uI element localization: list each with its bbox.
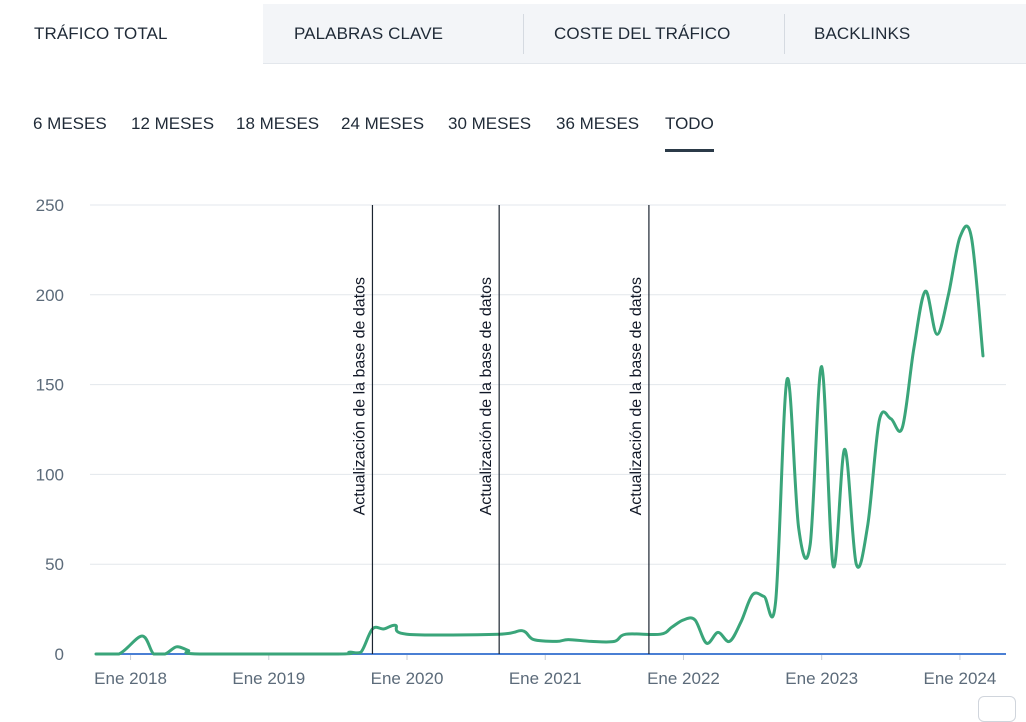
period-todo[interactable]: TODO <box>665 112 714 152</box>
x-tick-label: Ene 2018 <box>94 669 167 688</box>
database-update-label: Actualización de la base de datos <box>628 277 645 515</box>
x-tick-label: Ene 2020 <box>371 669 444 688</box>
tab-label: BACKLINKS <box>814 24 911 43</box>
period-18-meses[interactable]: 18 MESES <box>236 114 320 133</box>
tab-coste-del-trafico[interactable]: COSTE DEL TRÁFICO <box>524 4 784 63</box>
tab-label: PALABRAS CLAVE <box>294 24 444 43</box>
x-tick-label: Ene 2019 <box>232 669 305 688</box>
x-tick-label: Ene 2024 <box>924 669 997 688</box>
x-tick-label: Ene 2023 <box>785 669 858 688</box>
tab-trafico-total[interactable]: TRÁFICO TOTAL <box>4 4 263 64</box>
tab-divider <box>784 14 785 54</box>
tab-bar: TRÁFICO TOTAL PALABRAS CLAVE COSTE DEL T… <box>4 4 1026 64</box>
tab-palabras-clave[interactable]: PALABRAS CLAVE <box>263 4 523 63</box>
period-6-meses[interactable]: 6 MESES <box>33 114 107 133</box>
tab-label: COSTE DEL TRÁFICO <box>554 24 731 43</box>
period-12-meses[interactable]: 12 MESES <box>131 114 215 133</box>
y-tick-label: 250 <box>36 196 64 215</box>
tab-divider <box>523 14 524 54</box>
y-tick-label: 150 <box>36 376 64 395</box>
tab-backlinks[interactable]: BACKLINKS <box>785 4 1026 63</box>
y-tick-label: 0 <box>55 645 64 664</box>
x-tick-label: Ene 2021 <box>509 669 582 688</box>
y-tick-label: 50 <box>45 555 64 574</box>
y-tick-label: 200 <box>36 286 64 305</box>
resize-handle[interactable] <box>978 696 1016 722</box>
period-36-meses[interactable]: 36 MESES <box>556 114 640 133</box>
period-30-meses[interactable]: 30 MESES <box>448 114 532 133</box>
x-tick-label: Ene 2022 <box>647 669 720 688</box>
tab-label: TRÁFICO TOTAL <box>34 24 168 43</box>
database-update-label: Actualización de la base de datos <box>478 277 495 515</box>
period-24-meses[interactable]: 24 MESES <box>341 114 425 133</box>
y-tick-label: 100 <box>36 465 64 484</box>
traffic-series-line <box>94 224 985 656</box>
database-update-label: Actualización de la base de datos <box>352 277 369 515</box>
